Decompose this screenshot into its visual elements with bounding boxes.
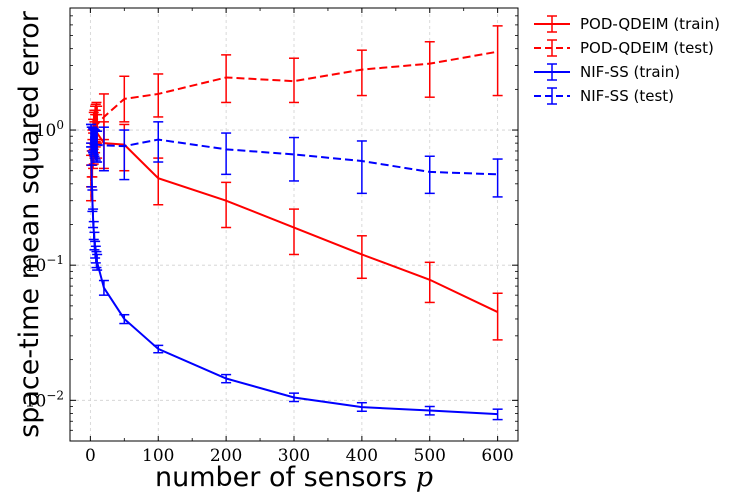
error-bar: [153, 344, 164, 354]
error-bar: [356, 140, 367, 195]
error-bar: [356, 401, 367, 413]
error-bar: [289, 136, 299, 182]
x-tick-label: 600: [481, 446, 513, 466]
error-bar: [221, 132, 232, 176]
y-tick-label: 10−1: [25, 253, 64, 276]
error-bar: [119, 313, 130, 325]
ticks: 0 100 200 300 400 500 600 10−2 10−1 100: [25, 8, 518, 466]
error-bar: [289, 57, 299, 104]
error-bar: [221, 181, 232, 229]
x-axis-label: number of sensors p: [155, 462, 433, 493]
x-tick-label: 500: [414, 446, 446, 466]
error-bar: [153, 121, 164, 163]
legend-entry: NIF-SS (train): [534, 63, 680, 81]
error-bar: [153, 73, 164, 118]
error-bar: [356, 235, 367, 280]
error-bar: [492, 158, 503, 198]
error-bar: [424, 155, 435, 195]
legend-entry: POD-QDEIM (train): [534, 15, 720, 33]
y-tick-label: 100: [35, 118, 64, 141]
legend-entry: NIF-SS (test): [534, 87, 674, 105]
x-tick-label: 0: [85, 446, 96, 466]
legend-label: NIF-SS (train): [580, 63, 680, 81]
error-bar: [92, 253, 103, 271]
error-bar: [356, 49, 367, 97]
error-bar: [492, 292, 503, 341]
legend-label: NIF-SS (test): [580, 87, 674, 105]
error-bar: [119, 75, 130, 123]
error-bar: [153, 157, 164, 206]
legend-entry: POD-QDEIM (test): [534, 39, 714, 57]
y-tick-label: 10−2: [25, 388, 64, 411]
x-tick-label: 200: [210, 446, 242, 466]
x-tick-label: 400: [346, 446, 378, 466]
error-bar: [221, 54, 232, 104]
error-bar: [424, 261, 435, 304]
x-tick-label: 300: [278, 446, 310, 466]
error-bar: [424, 405, 435, 416]
y-axis-label: space-time mean squared error: [14, 10, 45, 438]
legend-label: POD-QDEIM (train): [580, 15, 720, 33]
series-layer: [86, 25, 503, 421]
error-bar: [221, 373, 232, 384]
error-bar: [119, 129, 130, 181]
error-bar: [424, 41, 435, 98]
error-bar: [492, 25, 503, 97]
error-bar: [92, 130, 103, 163]
error-bar: [98, 279, 109, 296]
legend-label: POD-QDEIM (test): [580, 39, 714, 57]
error-bar: [86, 164, 97, 188]
error-bar: [289, 208, 299, 256]
x-tick-label: 100: [142, 446, 174, 466]
series-3: [86, 121, 503, 198]
error-bar: [289, 392, 299, 403]
error-bar: [98, 126, 109, 172]
legend: POD-QDEIM (train) POD-QDEIM (test) NIF-SS …: [534, 15, 720, 105]
error-bar: [492, 408, 503, 421]
